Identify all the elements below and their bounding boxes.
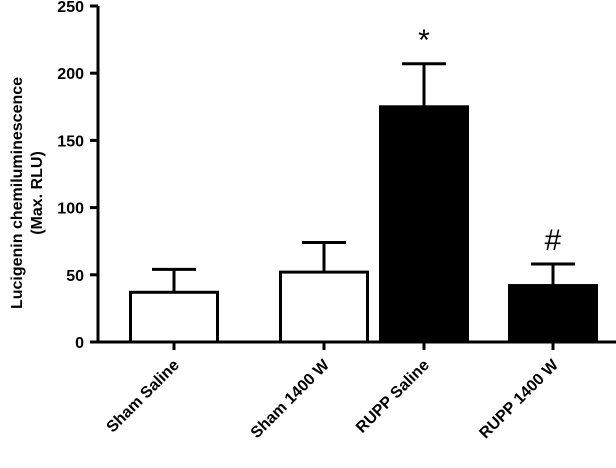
x-tick-label: Sham Saline <box>104 357 183 436</box>
y-tick-label: 200 <box>57 66 84 83</box>
x-tick-label: Sham 1400 W <box>248 356 334 442</box>
y-tick-label: 100 <box>57 201 84 218</box>
x-tick-label: RUPP Saline <box>353 357 433 437</box>
y-axis-label-line1: Lucigenin chemiluminescence <box>9 77 26 309</box>
bar <box>129 290 219 344</box>
bar <box>279 270 369 344</box>
y-tick-label: 0 <box>75 335 84 352</box>
bar <box>379 105 469 344</box>
y-axis-label-line2: (Max. RLU) <box>29 151 46 235</box>
significance-annotation: # <box>545 224 562 257</box>
bars <box>129 62 598 344</box>
y-tick-label: 150 <box>57 133 84 150</box>
y-tick-label: 250 <box>57 0 84 16</box>
y-tick-label: 50 <box>66 268 84 285</box>
x-tick-label: RUPP 1400 W <box>476 356 562 442</box>
bar <box>508 284 598 344</box>
significance-annotation: * <box>418 24 430 57</box>
